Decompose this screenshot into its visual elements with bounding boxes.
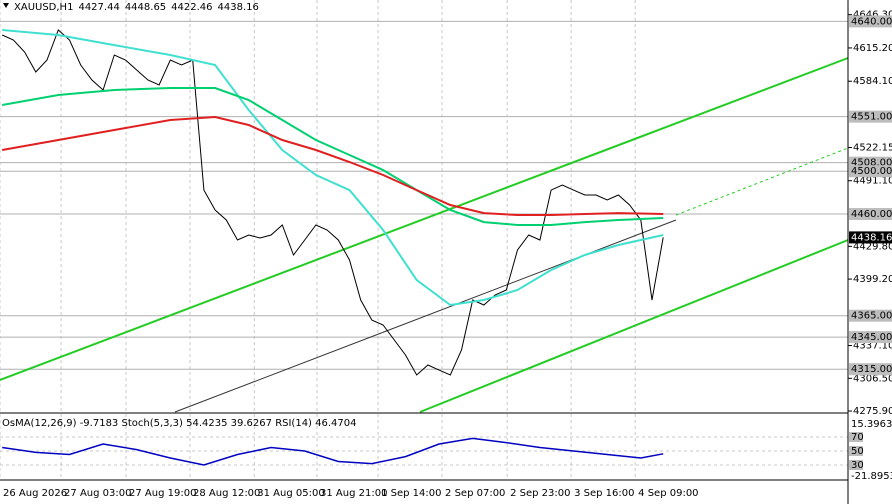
level-label: 4500.00 <box>851 166 892 177</box>
x-tick-label: 1 Sep 14:00 <box>381 488 441 499</box>
y-tick-label: 4429.80 <box>853 241 892 252</box>
header-low: 4422.46 <box>171 2 212 13</box>
chart-header: XAUUSD,H1 4427.44 4448.65 4422.46 4438.16 <box>14 2 259 13</box>
level-label: 4365.00 <box>851 311 892 322</box>
x-tick-label: 26 Aug 2026 <box>3 488 67 499</box>
indicator-tick-label: 70 <box>851 432 864 443</box>
y-tick-label: 4275.90 <box>853 406 892 417</box>
moving-average <box>2 29 664 307</box>
y-tick-label: 4584.10 <box>853 76 892 87</box>
level-box <box>849 15 892 28</box>
x-tick-label: 28 Aug 12:00 <box>193 488 260 499</box>
x-tick-label: 2 Sep 07:00 <box>445 488 505 499</box>
y-tick-label: 4491.10 <box>853 176 892 187</box>
indicator-tick-label: 50 <box>851 446 864 457</box>
indicator-level-box <box>849 446 863 456</box>
channel-mid <box>675 147 849 216</box>
x-tick-label: 31 Aug 05:00 <box>257 488 324 499</box>
x-tick-label: 3 Sep 16:00 <box>574 488 634 499</box>
indicator-level-box <box>849 432 863 442</box>
x-tick-label: 27 Aug 03:00 <box>64 488 131 499</box>
level-box <box>849 208 892 221</box>
channel-lower <box>419 239 849 413</box>
x-tick-label: 27 Aug 19:00 <box>129 488 196 499</box>
x-tick-label: 2 Sep 23:00 <box>510 488 570 499</box>
header-high: 4448.65 <box>125 2 166 13</box>
y-tick-label: 4306.50 <box>853 373 892 384</box>
menu-arrow[interactable] <box>3 3 9 8</box>
level-label: 4315.00 <box>851 364 892 375</box>
y-tick-label: 4522.15 <box>853 143 892 154</box>
level-box <box>849 363 892 376</box>
moving-average <box>2 115 664 216</box>
header-open: 4427.44 <box>78 2 119 13</box>
osma-tick-label: 15.3963 <box>851 419 892 430</box>
plot <box>1 29 664 466</box>
level-label: 4460.00 <box>851 209 892 220</box>
indicator-level-box <box>849 460 863 470</box>
indicator-tick-label: 30 <box>851 460 864 471</box>
header-close: 4438.16 <box>218 2 259 13</box>
channel-upper <box>0 57 849 381</box>
level-box <box>849 309 892 322</box>
level-label: 4345.00 <box>851 332 892 343</box>
indicator-label: OsMA(12,26,9) -9.7183 Stoch(5,3,3) 54.42… <box>2 418 357 429</box>
current-price-box <box>849 231 892 244</box>
x-tick-label: 31 Aug 21:00 <box>320 488 387 499</box>
header-symbol: XAUUSD,H1 <box>14 2 73 13</box>
price-line <box>1 29 664 376</box>
moving-average <box>2 87 664 226</box>
level-label: 4640.00 <box>851 16 892 27</box>
level-box <box>849 331 892 344</box>
y-tick-label: 4337.10 <box>853 341 892 352</box>
osma-tick-label: -21.8953 <box>851 471 892 482</box>
rsi-line <box>2 437 664 466</box>
y-tick-label: 4615.20 <box>853 43 892 54</box>
grid <box>0 0 848 480</box>
level-label: 4508.00 <box>851 158 892 169</box>
level-box <box>849 165 892 178</box>
current-price-label: 4438.16 <box>851 232 892 243</box>
x-tick-label: 4 Sep 09:00 <box>638 488 698 499</box>
y-tick-label: 4399.20 <box>853 274 892 285</box>
y-tick-label: 4646.30 <box>853 10 892 21</box>
level-label: 4551.00 <box>851 112 892 123</box>
level-box <box>849 110 892 123</box>
